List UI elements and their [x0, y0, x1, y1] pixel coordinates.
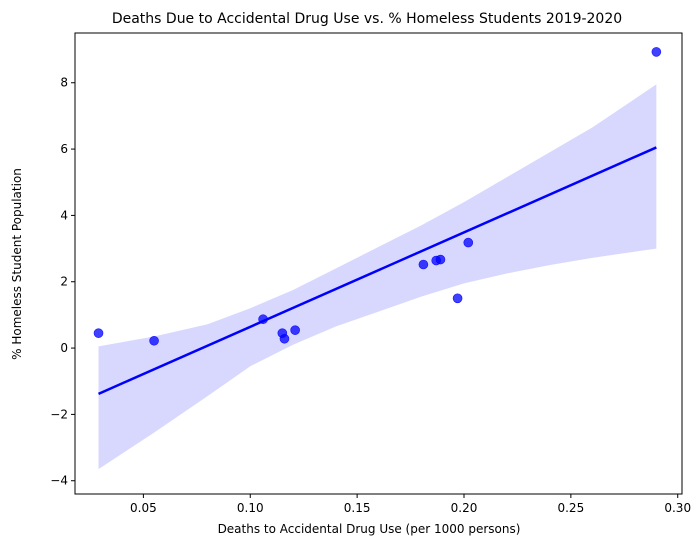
- x-tick-label: 0.05: [130, 501, 157, 515]
- confidence-band-layer: [98, 84, 657, 470]
- y-tick-label: 8: [60, 76, 68, 90]
- x-tick-label: 0.10: [237, 501, 264, 515]
- data-point: [149, 335, 159, 346]
- x-tick-label: 0.15: [344, 501, 371, 515]
- x-tick-label: 0.30: [664, 501, 691, 515]
- regression-line: [98, 146, 657, 395]
- regression-line-layer: [98, 146, 657, 395]
- y-tick-label: 4: [60, 208, 68, 222]
- x-tick-label: 0.20: [451, 501, 478, 515]
- data-point: [93, 328, 104, 338]
- data-point: [279, 333, 290, 344]
- confidence-band: [98, 84, 657, 470]
- plot-frame: [74, 32, 683, 495]
- chart-title: Deaths Due to Accidental Drug Use vs. % …: [112, 11, 622, 27]
- y-axis-ticks: −4 −2 0 2 4 6 8: [50, 76, 75, 488]
- data-point: [290, 325, 300, 335]
- y-tick-label: 2: [60, 275, 68, 289]
- data-point: [418, 259, 429, 270]
- y-tick-label: 6: [60, 142, 68, 156]
- x-axis-label: Deaths to Accidental Drug Use (per 1000 …: [218, 522, 521, 536]
- x-axis-ticks: 0.05 0.10 0.15 0.20 0.25 0.30: [130, 494, 691, 515]
- data-point: [452, 293, 463, 304]
- data-point: [258, 314, 268, 325]
- y-tick-label: −4: [50, 474, 68, 488]
- data-point: [463, 237, 474, 248]
- x-tick-label: 0.25: [557, 501, 584, 515]
- y-tick-label: 0: [60, 341, 68, 355]
- data-points-layer: [93, 47, 662, 346]
- data-point: [651, 47, 662, 57]
- y-axis-label: % Homeless Student Population: [10, 168, 24, 360]
- data-point: [435, 254, 446, 265]
- y-tick-label: −2: [50, 407, 68, 421]
